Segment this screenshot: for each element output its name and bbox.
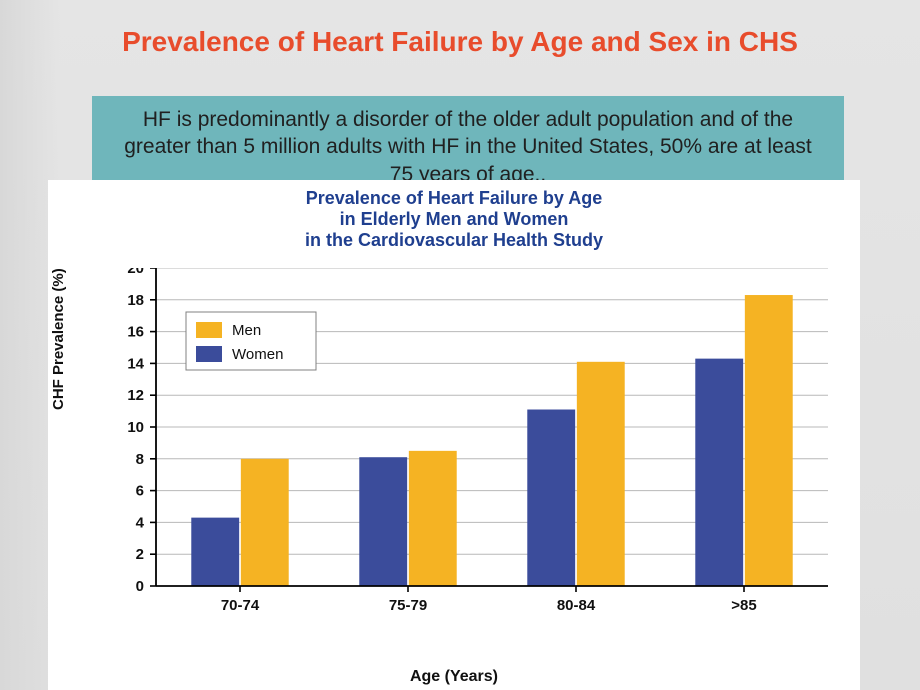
- x-axis-label: Age (Years): [48, 668, 860, 686]
- svg-text:18: 18: [127, 292, 144, 309]
- svg-text:10: 10: [127, 419, 144, 436]
- svg-text:75-79: 75-79: [389, 597, 427, 614]
- svg-text:16: 16: [127, 324, 144, 341]
- chart-panel: Prevalence of Heart Failure by Age in El…: [48, 180, 860, 690]
- chart-title-line-0: Prevalence of Heart Failure by Age: [306, 188, 602, 208]
- bar-women: [527, 410, 575, 586]
- svg-text:6: 6: [136, 483, 144, 500]
- svg-text:8: 8: [136, 451, 144, 468]
- chart-plot-area: 0 2 4 6 8 10 12 14 16 18 20 70-74 75-79 80-84 >85 Men Wo…: [48, 268, 860, 690]
- bar-women: [359, 457, 407, 586]
- chart-title: Prevalence of Heart Failure by Age in El…: [48, 188, 860, 251]
- legend-label: Women: [232, 346, 283, 363]
- svg-text:>85: >85: [731, 597, 756, 614]
- bar-men: [241, 459, 289, 586]
- chart-title-line-1: in Elderly Men and Women: [340, 209, 569, 229]
- chart-svg: 0 2 4 6 8 10 12 14 16 18 20 70-74 75-79 80-84 >85 Men Wo…: [48, 268, 860, 632]
- svg-text:12: 12: [127, 387, 144, 404]
- svg-text:0: 0: [136, 578, 144, 595]
- svg-text:70-74: 70-74: [221, 597, 260, 614]
- svg-text:80-84: 80-84: [557, 597, 596, 614]
- chart-title-line-2: in the Cardiovascular Health Study: [305, 230, 603, 250]
- bar-men: [409, 451, 457, 586]
- bar-women: [191, 518, 239, 586]
- bar-men: [745, 295, 793, 586]
- legend-swatch: [196, 322, 222, 338]
- slide-title: Prevalence of Heart Failure by Age and S…: [0, 26, 920, 58]
- svg-text:2: 2: [136, 546, 144, 563]
- svg-text:20: 20: [127, 268, 144, 277]
- bar-men: [577, 362, 625, 586]
- svg-text:4: 4: [136, 514, 145, 531]
- bar-women: [695, 359, 743, 586]
- svg-text:14: 14: [127, 355, 144, 372]
- legend-swatch: [196, 346, 222, 362]
- legend-label: Men: [232, 322, 261, 339]
